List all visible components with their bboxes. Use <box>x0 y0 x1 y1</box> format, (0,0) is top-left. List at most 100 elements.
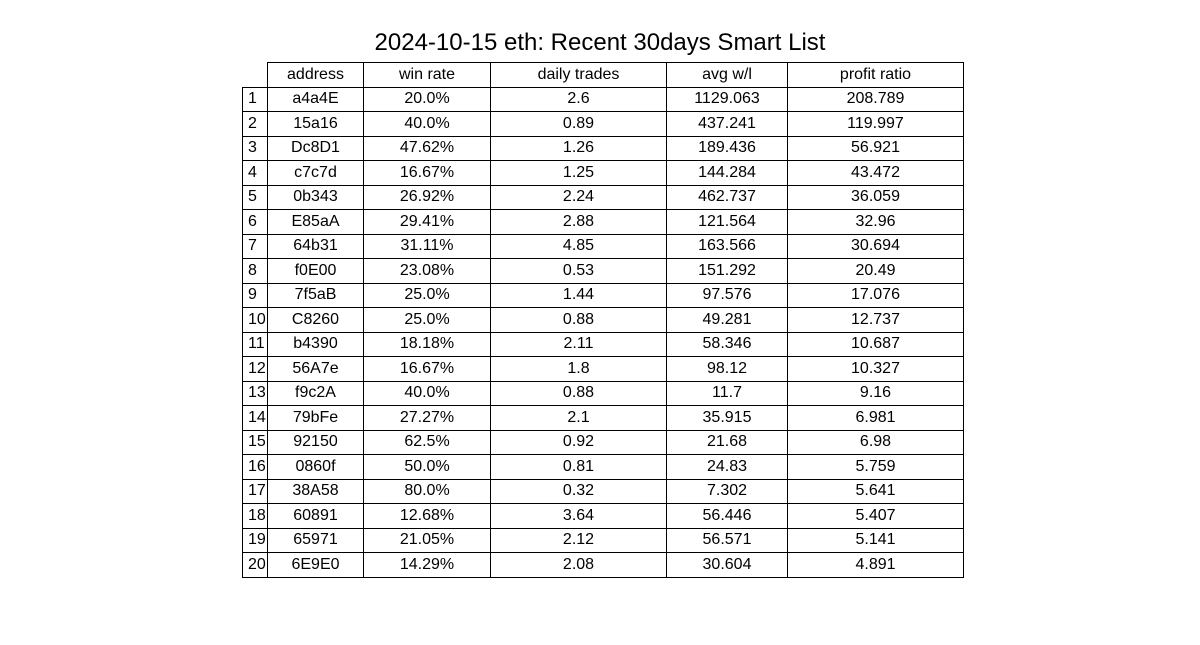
avg-wl-cell: 151.292 <box>666 258 788 284</box>
address-cell: Dc8D1 <box>267 135 364 161</box>
row-index-cell: 20 <box>242 552 268 578</box>
avg-wl-cell: 35.915 <box>666 405 788 431</box>
corner-cell <box>242 62 268 88</box>
win-rate-cell: 25.0% <box>363 307 491 333</box>
win-rate-cell: 50.0% <box>363 454 491 480</box>
column-header-profit-ratio: profit ratio <box>787 62 964 88</box>
address-cell: 15a16 <box>267 111 364 137</box>
row-index-cell: 19 <box>242 527 268 553</box>
address-cell: c7c7d <box>267 160 364 186</box>
win-rate-cell: 26.92% <box>363 184 491 210</box>
row-index-cell: 4 <box>242 160 268 186</box>
win-rate-cell: 16.67% <box>363 160 491 186</box>
win-rate-cell: 62.5% <box>363 429 491 455</box>
table-row: 8 f0E00 23.08% 0.53 151.292 20.49 <box>242 258 964 284</box>
win-rate-cell: 21.05% <box>363 527 491 553</box>
win-rate-cell: 80.0% <box>363 478 491 504</box>
daily-trades-cell: 2.12 <box>490 527 667 553</box>
address-cell: 0860f <box>267 454 364 480</box>
profit-ratio-cell: 208.789 <box>787 86 964 112</box>
table-row: 2 15a16 40.0% 0.89 437.241 119.997 <box>242 111 964 137</box>
table-row: 19 65971 21.05% 2.12 56.571 5.141 <box>242 527 964 553</box>
daily-trades-cell: 4.85 <box>490 233 667 259</box>
row-index-cell: 15 <box>242 429 268 455</box>
table-row: 17 38A58 80.0% 0.32 7.302 5.641 <box>242 478 964 504</box>
avg-wl-cell: 97.576 <box>666 282 788 308</box>
table-row: 3 Dc8D1 47.62% 1.26 189.436 56.921 <box>242 135 964 161</box>
avg-wl-cell: 121.564 <box>666 209 788 235</box>
daily-trades-cell: 0.53 <box>490 258 667 284</box>
win-rate-cell: 18.18% <box>363 331 491 357</box>
profit-ratio-cell: 10.687 <box>787 331 964 357</box>
header-row: address win rate daily trades avg w/l pr… <box>242 62 964 88</box>
table-row: 18 60891 12.68% 3.64 56.446 5.407 <box>242 503 964 529</box>
avg-wl-cell: 7.302 <box>666 478 788 504</box>
address-cell: b4390 <box>267 331 364 357</box>
profit-ratio-cell: 9.16 <box>787 380 964 406</box>
table-row: 15 92150 62.5% 0.92 21.68 6.98 <box>242 429 964 455</box>
row-index-cell: 3 <box>242 135 268 161</box>
daily-trades-cell: 1.44 <box>490 282 667 308</box>
daily-trades-cell: 2.88 <box>490 209 667 235</box>
column-header-daily-trades: daily trades <box>490 62 667 88</box>
daily-trades-cell: 0.32 <box>490 478 667 504</box>
address-cell: 0b343 <box>267 184 364 210</box>
address-cell: f9c2A <box>267 380 364 406</box>
address-cell: C8260 <box>267 307 364 333</box>
avg-wl-cell: 56.446 <box>666 503 788 529</box>
address-cell: f0E00 <box>267 258 364 284</box>
profit-ratio-cell: 5.759 <box>787 454 964 480</box>
row-index-cell: 5 <box>242 184 268 210</box>
win-rate-cell: 16.67% <box>363 356 491 382</box>
daily-trades-cell: 1.26 <box>490 135 667 161</box>
daily-trades-cell: 1.25 <box>490 160 667 186</box>
daily-trades-cell: 2.6 <box>490 86 667 112</box>
row-index-cell: 7 <box>242 233 268 259</box>
avg-wl-cell: 144.284 <box>666 160 788 186</box>
profit-ratio-cell: 119.997 <box>787 111 964 137</box>
avg-wl-cell: 49.281 <box>666 307 788 333</box>
avg-wl-cell: 24.83 <box>666 454 788 480</box>
column-header-address: address <box>267 62 364 88</box>
table-row: 16 0860f 50.0% 0.81 24.83 5.759 <box>242 454 964 480</box>
avg-wl-cell: 1129.063 <box>666 86 788 112</box>
avg-wl-cell: 163.566 <box>666 233 788 259</box>
profit-ratio-cell: 6.981 <box>787 405 964 431</box>
win-rate-cell: 29.41% <box>363 209 491 235</box>
address-cell: 65971 <box>267 527 364 553</box>
address-cell: 7f5aB <box>267 282 364 308</box>
row-index-cell: 9 <box>242 282 268 308</box>
daily-trades-cell: 3.64 <box>490 503 667 529</box>
table-row: 10 C8260 25.0% 0.88 49.281 12.737 <box>242 307 964 333</box>
profit-ratio-cell: 5.407 <box>787 503 964 529</box>
avg-wl-cell: 189.436 <box>666 135 788 161</box>
win-rate-cell: 27.27% <box>363 405 491 431</box>
profit-ratio-cell: 20.49 <box>787 258 964 284</box>
avg-wl-cell: 462.737 <box>666 184 788 210</box>
profit-ratio-cell: 10.327 <box>787 356 964 382</box>
profit-ratio-cell: 12.737 <box>787 307 964 333</box>
table-row: 13 f9c2A 40.0% 0.88 11.7 9.16 <box>242 380 964 406</box>
daily-trades-cell: 0.81 <box>490 454 667 480</box>
address-cell: 6E9E0 <box>267 552 364 578</box>
table-row: 4 c7c7d 16.67% 1.25 144.284 43.472 <box>242 160 964 186</box>
address-cell: 64b31 <box>267 233 364 259</box>
address-cell: a4a4E <box>267 86 364 112</box>
table-row: 9 7f5aB 25.0% 1.44 97.576 17.076 <box>242 282 964 308</box>
smart-list-table: address win rate daily trades avg w/l pr… <box>242 62 964 578</box>
win-rate-cell: 40.0% <box>363 380 491 406</box>
profit-ratio-cell: 17.076 <box>787 282 964 308</box>
row-index-cell: 8 <box>242 258 268 284</box>
daily-trades-cell: 0.92 <box>490 429 667 455</box>
table-row: 7 64b31 31.11% 4.85 163.566 30.694 <box>242 233 964 259</box>
row-index-cell: 17 <box>242 478 268 504</box>
table-row: 1 a4a4E 20.0% 2.6 1129.063 208.789 <box>242 86 964 112</box>
chart-title: 2024-10-15 eth: Recent 30days Smart List <box>374 29 826 56</box>
column-header-avg-wl: avg w/l <box>666 62 788 88</box>
win-rate-cell: 25.0% <box>363 282 491 308</box>
address-cell: 56A7e <box>267 356 364 382</box>
avg-wl-cell: 437.241 <box>666 111 788 137</box>
daily-trades-cell: 2.1 <box>490 405 667 431</box>
win-rate-cell: 40.0% <box>363 111 491 137</box>
row-index-cell: 16 <box>242 454 268 480</box>
